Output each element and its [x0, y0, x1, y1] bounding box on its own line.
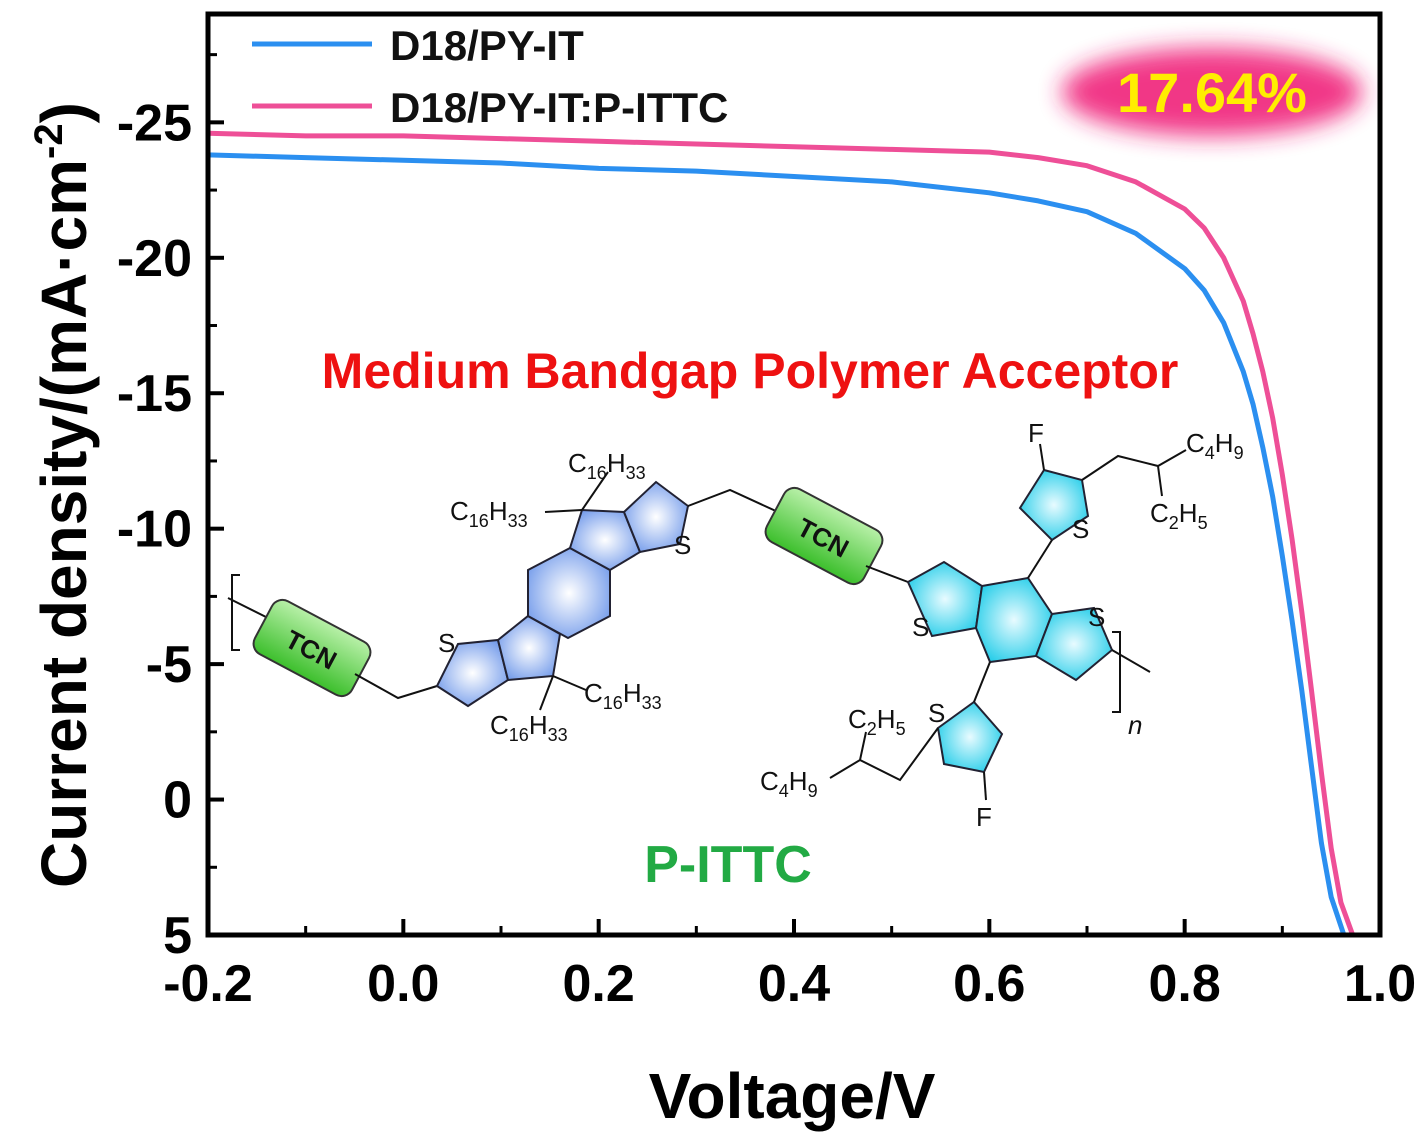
right-bracket [1112, 631, 1121, 713]
subtitle-annotation: Medium Bandgap Polymer Acceptor [322, 343, 1179, 399]
efficiency-badge: 17.64% [1062, 48, 1362, 136]
molecule-structure: TCN S S C16H33 C16H33 C16H33 C16H33 TCN [227, 418, 1244, 832]
alkyl-chain-top [1081, 449, 1187, 497]
thiophene-ring-right [622, 480, 690, 554]
sulfur-atom-bdt-right: S [1088, 602, 1105, 632]
svg-text:Current density/(mA·cm-2): Current density/(mA·cm-2) [27, 102, 100, 888]
sulfur-atom-left: S [438, 628, 455, 658]
series-line-d18-py-it-p-ittc [205, 130, 1356, 938]
left-end-bond [227, 597, 269, 619]
y-tick-label: 0 [163, 772, 192, 830]
bond-bdt-side-top [1027, 539, 1053, 579]
legend-label-d18-py-it-p-ittc: D18/PY-IT:P-ITTC [390, 84, 728, 131]
substituent-c16-right: C16H33 [584, 678, 662, 713]
sulfur-atom-right: S [674, 530, 691, 560]
vinylene-left [354, 673, 438, 700]
substituent-c4h9-top: C4H9 [1186, 428, 1244, 463]
sulfur-atom-side-bottom: S [928, 698, 945, 728]
y-axis-title-main: Current density/(mA·cm [28, 159, 100, 888]
sulfur-atom-side-top: S [1072, 514, 1089, 544]
y-tick-label: -25 [117, 94, 192, 152]
fluorine-atom-top: F [1028, 418, 1044, 448]
substituent-c16-left: C16H33 [450, 496, 528, 531]
tcn-box-left: TCN [252, 598, 372, 698]
bdt-thiophene-right [1034, 606, 1114, 682]
bond-fluorine-bottom [983, 771, 987, 801]
efficiency-value: 17.64% [1117, 61, 1307, 124]
efficiency-glow [1062, 48, 1362, 136]
y-tick-label: -15 [117, 365, 192, 423]
x-tick-label: 0.0 [367, 955, 439, 1013]
y-axis-title: Current density/(mA·cm-2) [27, 102, 100, 888]
substituent-c2h5-bottom: C2H5 [848, 704, 906, 739]
substituent-c16-bottom: C16H33 [490, 710, 568, 745]
substituent-c4h9-bottom: C4H9 [760, 766, 818, 801]
ittc-core [435, 480, 690, 708]
series-line-d18-py-it [205, 152, 1347, 938]
cyclopenta-ring-left [496, 614, 562, 682]
side-thiophene-top [1018, 468, 1090, 542]
alkyl-chain-bottom [829, 727, 939, 782]
side-thiophene-bottom [936, 700, 1004, 774]
bond-c16-bottom-b [539, 675, 554, 711]
x-tick-label: 0.4 [758, 955, 830, 1013]
substituent-c2h5-top: C2H5 [1150, 498, 1208, 533]
bond-tcn-bdt [865, 565, 909, 583]
x-axis-title: Voltage/V [649, 1060, 936, 1132]
legend-label-d18-py-it: D18/PY-IT [390, 22, 584, 69]
bond-c16-bottom-a [552, 675, 587, 691]
bond-c16-top-a [581, 471, 609, 511]
bond-fluorine-top [1039, 443, 1045, 471]
vinylene-right [687, 488, 779, 513]
substituent-c16-top: C16H33 [568, 448, 646, 483]
y-tick-label: 5 [163, 907, 192, 965]
x-tick-label: 0.8 [1149, 955, 1221, 1013]
fluorine-atom-bottom: F [976, 802, 992, 832]
y-axis-title-sup: -2 [27, 123, 71, 159]
y-tick-label: -20 [117, 230, 192, 288]
tcn-box-right: TCN [764, 486, 884, 586]
x-tick-label: 0.2 [563, 955, 635, 1013]
right-end-bond [1111, 649, 1151, 673]
y-tick-labels: -25 -20 -15 -10 -5 0 5 [117, 94, 192, 965]
data-curves [205, 130, 1356, 938]
x-tick-label: -0.2 [163, 955, 253, 1013]
x-tick-label: 0.6 [953, 955, 1025, 1013]
bdt-core [906, 468, 1114, 774]
bond-bdt-side-bottom [973, 661, 991, 703]
y-tick-label: -10 [117, 501, 192, 559]
y-tick-label: -5 [146, 636, 192, 694]
legend: D18/PY-IT D18/PY-IT:P-ITTC [252, 22, 728, 131]
bond-c16-top-b [544, 509, 583, 513]
y-axis-title-close: ) [28, 102, 100, 123]
polymer-name-annotation: P-ITTC [644, 836, 812, 894]
sulfur-atom-bdt-left: S [912, 612, 929, 642]
left-bracket [231, 574, 240, 651]
plot-frame [205, 11, 1383, 938]
repeat-subscript-n: n [1128, 710, 1142, 740]
x-tick-label: 1.0 [1344, 955, 1416, 1013]
x-tick-labels: -0.2 0.0 0.2 0.4 0.6 0.8 1.0 [163, 955, 1416, 1013]
